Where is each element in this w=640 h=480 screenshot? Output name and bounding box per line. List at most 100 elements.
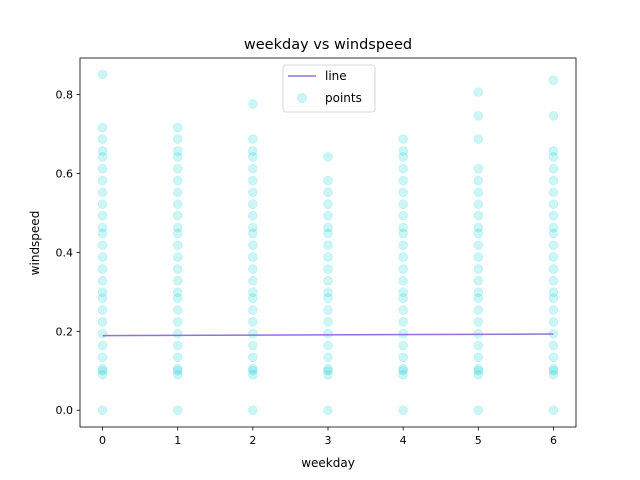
scatter-point-2-18	[248, 199, 258, 210]
scatter-point-6-14	[548, 240, 559, 251]
scatter-point-5-12	[473, 264, 484, 274]
scatter-point-6-11	[548, 275, 559, 286]
scatter-point-5-23	[473, 111, 484, 121]
scatter-point-4-12	[398, 264, 408, 274]
scatter-point-3-7	[323, 317, 333, 327]
scatter-point-0-1	[97, 369, 108, 380]
scatter-point-1-24	[172, 134, 183, 144]
scatter-point-3-9	[323, 293, 333, 303]
scatter-point-2-13	[248, 252, 258, 262]
y-tick-label-2: 0.4	[56, 246, 74, 259]
y-tick-label-0: 0.0	[56, 404, 74, 417]
scatter-point-3-17	[323, 210, 333, 221]
scatter-point-1-22	[172, 152, 183, 162]
scatter-point-4-0	[398, 405, 408, 416]
scatter-point-6-7	[548, 317, 559, 327]
scatter-point-4-4	[398, 352, 408, 363]
scatter-point-3-4	[323, 352, 333, 363]
scatter-point-2-15	[248, 228, 258, 239]
y-tick-label-3: 0.6	[56, 167, 74, 180]
scatter-point-3-8	[323, 305, 333, 315]
scatter-point-3-14	[323, 240, 333, 251]
scatter-point-0-24	[97, 134, 108, 144]
scatter-point-6-17	[548, 210, 559, 221]
scatter-point-3-1	[323, 369, 333, 380]
scatter-point-0-13	[97, 252, 108, 262]
scatter-point-5-8	[473, 305, 484, 315]
scatter-point-1-0	[172, 405, 183, 416]
scatter-point-6-15	[548, 228, 559, 239]
scatter-point-2-21	[248, 163, 258, 174]
scatter-point-4-8	[398, 305, 408, 315]
scatter-point-4-3	[398, 363, 408, 374]
scatter-point-1-2	[172, 365, 183, 376]
y-tick-label-4: 0.8	[56, 89, 74, 102]
scatter-point-6-18	[548, 199, 559, 210]
scatter-point-2-14	[248, 240, 258, 251]
scatter-point-6-0	[548, 405, 559, 416]
scatter-point-3-5	[323, 340, 333, 351]
scatter-point-4-22	[398, 152, 408, 162]
scatter-point-2-8	[248, 305, 258, 315]
scatter-point-0-2	[97, 365, 108, 376]
scatter-point-0-26	[97, 69, 108, 80]
scatter-point-0-10	[97, 287, 108, 298]
legend: line points	[282, 64, 376, 113]
scatter-point-0-8	[97, 305, 108, 315]
scatter-point-1-3	[172, 363, 183, 374]
scatter-point-6-20	[548, 175, 559, 186]
scatter-point-1-16	[172, 222, 183, 233]
scatter-point-0-11	[97, 275, 108, 286]
scatter-point-5-18	[473, 199, 484, 210]
legend-entry-line: line	[325, 69, 347, 83]
scatter-point-3-21	[323, 152, 333, 162]
scatter-point-4-13	[398, 252, 408, 262]
scatter-point-5-13	[473, 252, 484, 262]
scatter-point-3-0	[323, 405, 333, 416]
scatter-point-0-21	[97, 163, 108, 174]
scatter-point-3-6	[323, 328, 333, 339]
scatter-point-4-18	[398, 199, 408, 210]
scatter-point-3-12	[323, 264, 333, 274]
scatter-point-1-1	[172, 369, 183, 380]
scatter-point-2-2	[248, 365, 258, 376]
scatter-point-0-15	[97, 228, 108, 239]
scatter-point-5-11	[473, 275, 484, 286]
scatter-point-0-3	[97, 363, 108, 374]
scatter-point-6-5	[548, 340, 559, 351]
scatter-point-5-24	[473, 87, 484, 97]
scatter-point-3-11	[323, 275, 333, 286]
scatter-point-1-10	[172, 287, 183, 298]
scatter-point-1-5	[172, 340, 183, 351]
scatter-point-4-2	[398, 365, 408, 376]
scatter-point-4-20	[398, 175, 408, 186]
scatter-point-5-21	[473, 163, 484, 174]
x-tick-label-3: 3	[325, 434, 332, 447]
scatter-point-0-4	[97, 352, 108, 363]
scatter-point-1-11	[172, 275, 183, 286]
scatter-point-4-24	[398, 134, 408, 144]
scatter-point-6-25	[548, 75, 559, 86]
scatter-point-2-24	[248, 134, 258, 144]
scatter-point-3-16	[323, 222, 333, 233]
scatter-point-0-5	[97, 340, 108, 351]
scatter-point-5-5	[473, 340, 484, 351]
scatter-point-6-24	[548, 111, 559, 121]
scatter-point-0-12	[97, 264, 108, 274]
scatter-point-2-19	[248, 187, 258, 198]
scatter-point-2-7	[248, 317, 258, 327]
scatter-point-5-16	[473, 222, 484, 233]
scatter-point-2-5	[248, 340, 258, 351]
legend-points-swatch	[297, 93, 307, 103]
scatter-point-2-4	[248, 352, 258, 363]
scatter-point-1-17	[172, 210, 183, 221]
scatter-point-4-14	[398, 240, 408, 251]
scatter-point-1-12	[172, 264, 183, 274]
scatter-point-2-17	[248, 210, 258, 221]
scatter-point-6-12	[548, 264, 559, 274]
scatter-point-6-19	[548, 187, 559, 198]
scatter-point-1-14	[172, 240, 183, 251]
scatter-point-0-9	[97, 293, 108, 303]
scatter-point-1-13	[172, 252, 183, 262]
scatter-point-6-8	[548, 305, 559, 315]
